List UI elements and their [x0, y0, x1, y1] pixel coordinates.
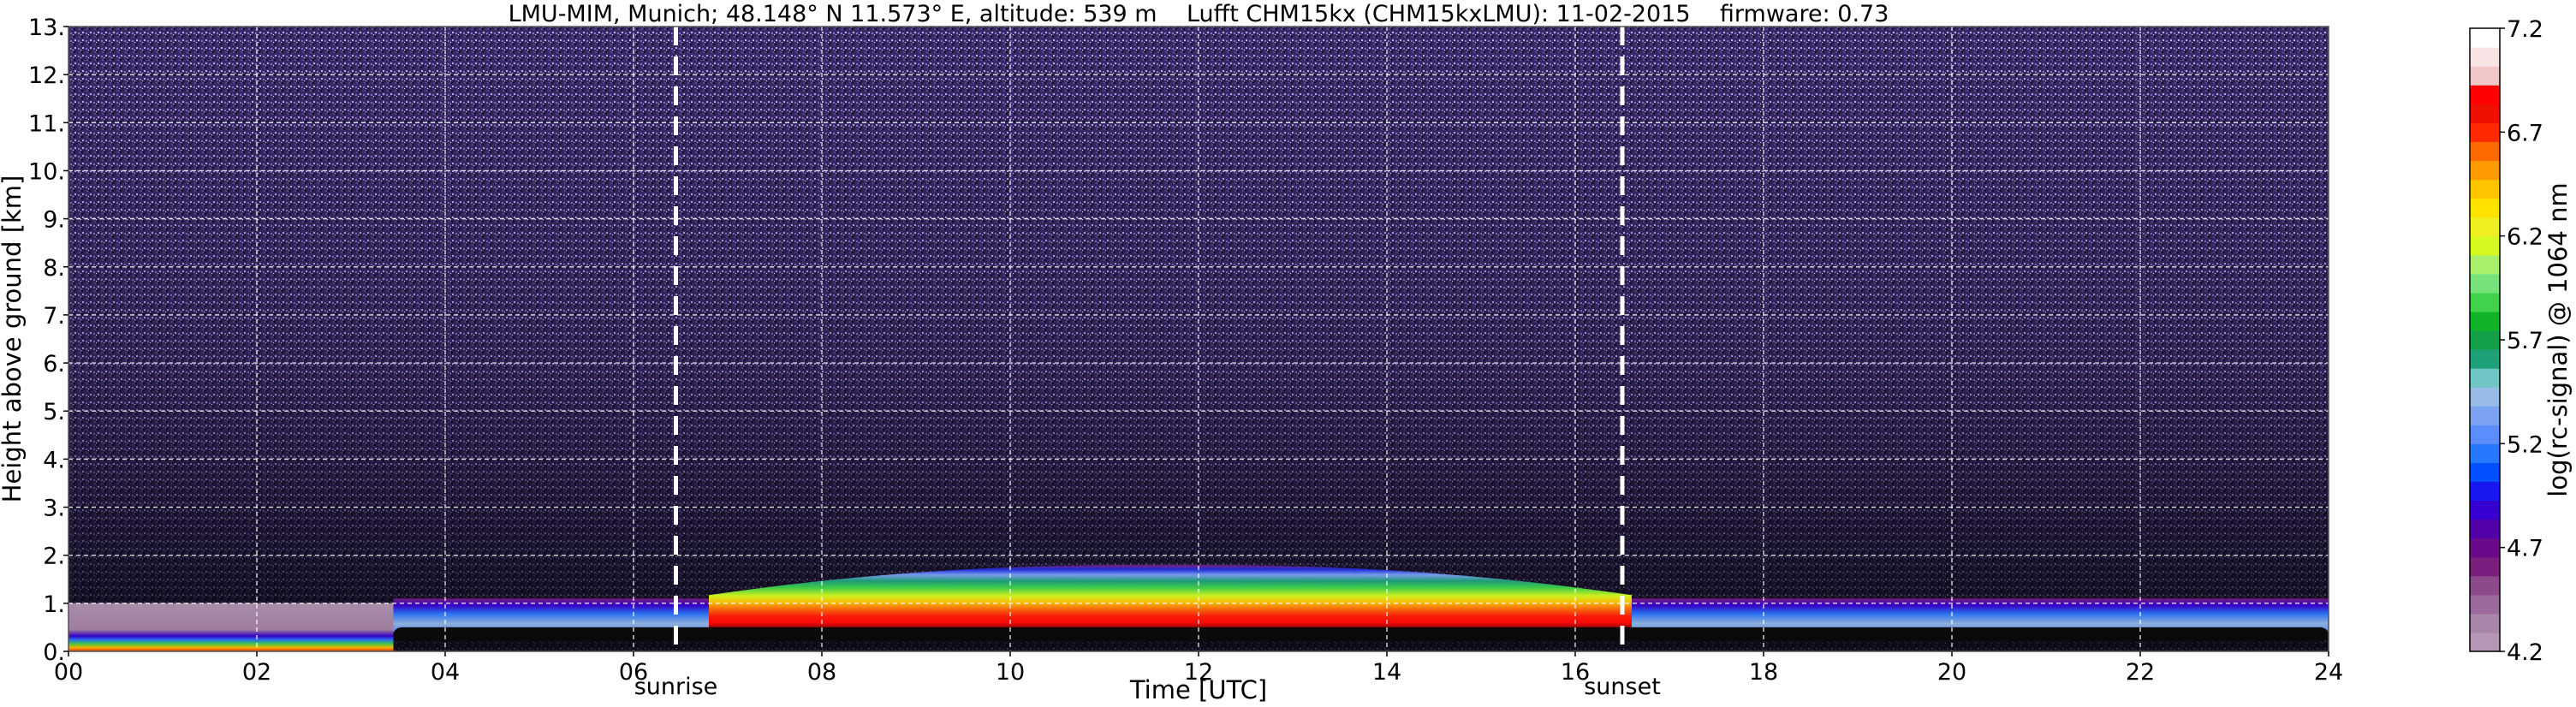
colorbar-segment	[2470, 632, 2500, 652]
colorbar-tick-label: 6.2	[2507, 224, 2543, 251]
x-tick-label: 20	[1937, 659, 1966, 686]
colorbar-segment	[2470, 28, 2500, 48]
y-tick-label: 12.	[28, 62, 65, 89]
near-ground-dark-band-layer	[393, 627, 2329, 642]
y-tick-label: 0.	[43, 639, 65, 666]
x-tick-label: 08	[807, 659, 836, 686]
y-axis-label: Height above ground [km]	[0, 175, 27, 503]
colorbar-tick-label: 5.2	[2507, 431, 2543, 458]
colorbar-segment	[2470, 198, 2500, 218]
x-tick-label: 14	[1372, 659, 1401, 686]
y-axis: 0. 1. 2. 3. 4. 5. 6. 7. 8. 9. 10. 11. 12. 13.	[28, 15, 68, 666]
x-tick-label: 12	[1184, 659, 1213, 686]
x-tick-label: 22	[2126, 659, 2155, 686]
colorbar-tick-label: 4.2	[2507, 639, 2543, 666]
colorbar-segment	[2470, 556, 2500, 577]
colorbar-tick-label: 7.2	[2507, 16, 2543, 43]
y-tick-label: 11.	[28, 110, 65, 137]
colorbar-segment	[2470, 368, 2500, 388]
colorbar-segment	[2470, 273, 2500, 294]
colorbar-segment	[2470, 575, 2500, 596]
x-tick-label: 04	[431, 659, 460, 686]
colorbar-segment	[2470, 330, 2500, 350]
y-tick-label: 5.	[43, 399, 65, 425]
y-tick-label: 2.	[43, 544, 65, 570]
colorbar-segment	[2470, 406, 2500, 425]
colorbar-segment	[2470, 500, 2500, 520]
x-tick-label: 10	[996, 659, 1025, 686]
x-tick-label: 02	[242, 659, 271, 686]
y-tick-label: 8.	[43, 255, 65, 282]
y-tick-label: 7.	[43, 303, 65, 330]
colorbar-segment	[2470, 349, 2500, 369]
colorbar-segment	[2470, 462, 2500, 483]
colorbar-segment	[2470, 179, 2500, 199]
colorbar-segment	[2470, 66, 2500, 86]
x-axis-label: Time [UTC]	[1129, 675, 1267, 704]
x-tick-label: 06	[619, 659, 648, 686]
colorbar-tick-label: 4.7	[2507, 536, 2543, 562]
colorbar-segment	[2470, 141, 2500, 162]
y-tick-label: 1.	[43, 591, 65, 618]
colorbar-segment	[2470, 311, 2500, 331]
night-boundary-layer-layer	[68, 603, 394, 651]
colorbar-segment	[2470, 443, 2500, 463]
x-tick-label: 16	[1561, 659, 1590, 686]
colorbar-segment	[2470, 47, 2500, 67]
x-tick-label: 18	[1749, 659, 1778, 686]
colorbar-segment	[2470, 538, 2500, 558]
grid	[68, 27, 2329, 651]
colorbar-label: log(rc-signal) @ 1064 nm	[2543, 182, 2573, 496]
colorbar-segment	[2470, 613, 2500, 633]
colorbar-segment	[2470, 235, 2500, 256]
vertical-markers: sunrise sunset	[634, 27, 1661, 700]
chart-title: LMU-MIM, Munich; 48.148° N 11.573° E, al…	[509, 1, 1889, 27]
daytime-boundary-layer-layer	[709, 564, 1632, 633]
colorbar-segment	[2470, 519, 2500, 539]
x-tick-label: 00	[54, 659, 83, 686]
colorbar-segment	[2470, 292, 2500, 312]
colorbar: 4.2 4.7 5.2 5.7 6.2 6.7 7.2	[2469, 16, 2543, 666]
x-axis: 00 02 04 06 08 10 12 14 16 18 20 22 24	[54, 651, 2343, 686]
colorbar-segment	[2470, 254, 2500, 275]
colorbar-segment	[2470, 104, 2500, 123]
colorbar-segment	[2470, 122, 2500, 142]
colorbar-segment	[2470, 217, 2500, 237]
y-tick-label: 3.	[43, 496, 65, 522]
y-tick-label: 6.	[43, 351, 65, 377]
y-tick-label: 10.	[28, 158, 65, 185]
colorbar-segment	[2470, 481, 2500, 502]
colorbar-segment	[2470, 85, 2500, 104]
colorbar-segment	[2470, 594, 2500, 615]
colorbar-segment	[2470, 160, 2500, 181]
x-tick-label: 24	[2314, 659, 2343, 686]
sunset-marker-label: sunset	[1584, 674, 1661, 700]
colorbar-tick-label: 5.7	[2507, 328, 2543, 354]
y-tick-label: 4.	[43, 447, 65, 473]
y-tick-label: 13.	[28, 15, 65, 41]
sunrise-marker-label: sunrise	[634, 674, 718, 700]
colorbar-segment	[2470, 425, 2500, 444]
y-tick-label: 9.	[43, 207, 65, 234]
colorbar-segment	[2470, 387, 2500, 407]
colorbar-tick-label: 6.7	[2507, 120, 2543, 146]
